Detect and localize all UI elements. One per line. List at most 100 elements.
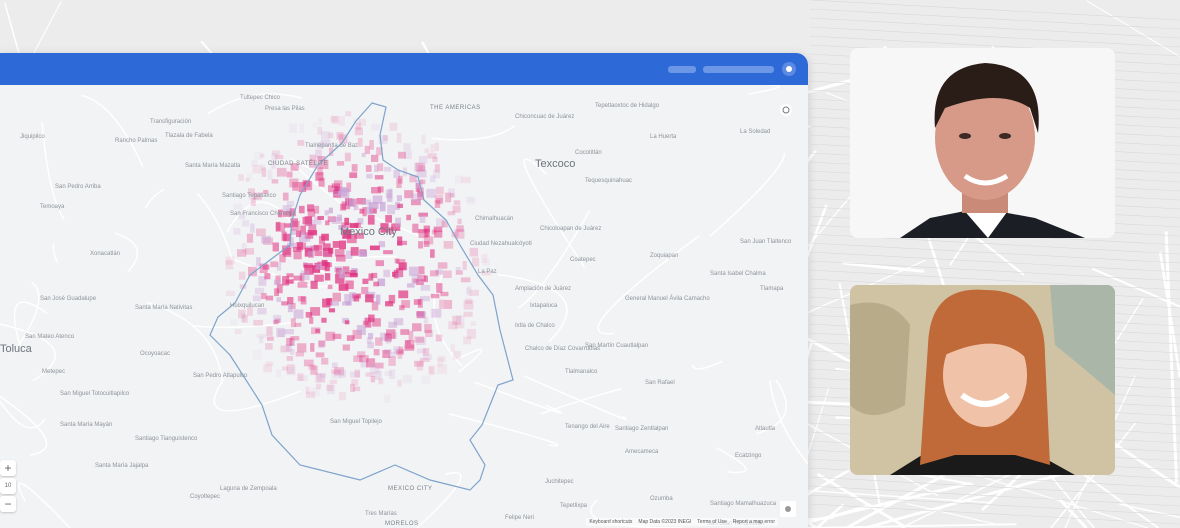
choropleth-cell bbox=[225, 260, 234, 270]
keyboard-shortcuts-link[interactable]: Keyboard shortcuts bbox=[589, 519, 633, 525]
choropleth-cell bbox=[448, 321, 458, 330]
choropleth-cell bbox=[298, 205, 305, 214]
choropleth-cell bbox=[298, 182, 307, 193]
choropleth-cell bbox=[225, 290, 236, 296]
choropleth-cell bbox=[362, 207, 367, 217]
choropleth-cell bbox=[395, 217, 402, 227]
choropleth-cell bbox=[250, 197, 256, 206]
road bbox=[114, 232, 139, 273]
choropleth-cell bbox=[371, 187, 381, 194]
map-place-label: Santiago Zentlalpan bbox=[615, 426, 668, 432]
map-place-label: Temoaya bbox=[40, 204, 65, 210]
choropleth-cell bbox=[225, 256, 235, 265]
choropleth-cell bbox=[470, 321, 476, 326]
choropleth-cell bbox=[262, 237, 273, 245]
map-place-label: Tlamapa bbox=[760, 286, 784, 292]
pegman-icon bbox=[785, 506, 791, 512]
choropleth-cell bbox=[266, 326, 273, 336]
choropleth-cell bbox=[408, 266, 419, 276]
choropleth-cell bbox=[369, 140, 374, 150]
choropleth-cell bbox=[286, 171, 293, 178]
choropleth-cell bbox=[294, 322, 302, 327]
choropleth-cell bbox=[467, 286, 472, 296]
map-place-label: Chiconcuac de Juárez bbox=[515, 114, 574, 120]
choropleth-cell bbox=[383, 269, 391, 278]
choropleth-cell bbox=[384, 349, 392, 354]
choropleth-cell bbox=[339, 187, 349, 193]
choropleth-cell bbox=[430, 293, 440, 299]
choropleth-cell bbox=[321, 131, 330, 140]
choropleth-cell bbox=[362, 320, 369, 326]
choropleth-cell bbox=[465, 287, 471, 294]
choropleth-cell bbox=[435, 218, 445, 228]
choropleth-cell bbox=[333, 190, 340, 196]
map-place-label: Tlalmanalco bbox=[565, 369, 598, 375]
layers-button[interactable] bbox=[780, 104, 792, 116]
choropleth-cell bbox=[302, 216, 312, 225]
choropleth-cell bbox=[436, 198, 443, 205]
choropleth-cell bbox=[366, 337, 372, 344]
choropleth-cell bbox=[342, 344, 350, 351]
choropleth-cell bbox=[296, 242, 303, 251]
choropleth-cell bbox=[286, 273, 294, 278]
choropleth-cell bbox=[238, 309, 246, 319]
terms-link[interactable]: Terms of Use bbox=[697, 519, 727, 525]
choropleth-cell bbox=[388, 351, 396, 358]
choropleth-cell bbox=[367, 342, 374, 349]
choropleth-cell bbox=[415, 183, 420, 192]
choropleth-cell bbox=[439, 299, 444, 309]
choropleth-cell bbox=[394, 258, 400, 264]
choropleth-cell bbox=[434, 194, 444, 203]
choropleth-cell bbox=[332, 240, 340, 248]
choropleth-cell bbox=[260, 292, 267, 300]
choropleth-cell bbox=[419, 215, 426, 223]
zoom-out-button[interactable]: − bbox=[0, 496, 16, 512]
choropleth-cell bbox=[420, 285, 431, 291]
report-error-link[interactable]: Report a map error bbox=[732, 519, 775, 525]
map-canvas[interactable]: Mexico City Texcoco CIUDAD SATÉLITE THE AME… bbox=[0, 85, 808, 528]
choropleth-cell bbox=[431, 229, 437, 235]
choropleth-cell bbox=[334, 186, 341, 192]
choropleth-cell bbox=[397, 379, 402, 387]
choropleth-cell bbox=[403, 143, 411, 151]
choropleth-cell bbox=[285, 279, 294, 284]
choropleth-cell bbox=[412, 323, 422, 332]
choropleth-cell bbox=[317, 373, 323, 382]
map-place-label: Chicoloapan de Juárez bbox=[540, 226, 601, 232]
choropleth-cell bbox=[416, 337, 426, 346]
choropleth-cell bbox=[321, 233, 329, 241]
street bbox=[1086, 0, 1180, 58]
map-place-label: General Manuel Ávila Camacho bbox=[625, 295, 710, 302]
road bbox=[191, 322, 292, 329]
choropleth-cell bbox=[452, 315, 462, 325]
choropleth-cell bbox=[265, 361, 274, 366]
choropleth-cell bbox=[252, 295, 261, 302]
choropleth-cell bbox=[423, 275, 428, 283]
choropleth-cell bbox=[305, 311, 313, 318]
choropleth-cell bbox=[316, 141, 324, 149]
zoom-in-button[interactable]: + bbox=[0, 460, 16, 476]
label-mexico-city: Mexico City bbox=[340, 226, 397, 238]
choropleth-cell bbox=[307, 208, 316, 217]
choropleth-cell bbox=[314, 274, 324, 282]
choropleth-cell bbox=[292, 181, 299, 191]
choropleth-cell bbox=[317, 126, 323, 135]
choropleth-cell bbox=[412, 223, 419, 233]
choropleth-cell bbox=[398, 346, 404, 354]
map-place-label: Santiago Tepatlaxco bbox=[222, 193, 277, 199]
choropleth-cell bbox=[250, 160, 258, 167]
choropleth-cell bbox=[289, 237, 294, 246]
choropleth-cell bbox=[378, 241, 386, 248]
map-place-label: Ciudad Nezahualcóyotl bbox=[470, 241, 532, 247]
choropleth-cell bbox=[357, 351, 366, 358]
choropleth-cell bbox=[382, 350, 391, 359]
choropleth-cell bbox=[466, 328, 476, 339]
choropleth-cell bbox=[238, 174, 244, 181]
map-app-window: Mexico City Texcoco CIUDAD SATÉLITE THE AME… bbox=[0, 53, 808, 528]
account-icon[interactable] bbox=[782, 62, 796, 76]
choropleth-cell bbox=[383, 250, 393, 255]
choropleth-cell bbox=[331, 217, 342, 224]
choropleth-cell bbox=[451, 231, 459, 238]
choropleth-cell bbox=[376, 147, 383, 156]
choropleth-cell bbox=[300, 296, 307, 305]
